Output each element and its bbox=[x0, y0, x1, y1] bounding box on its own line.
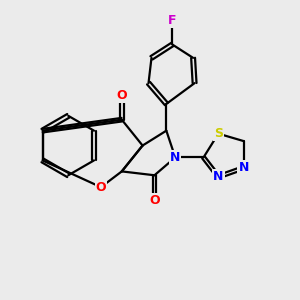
Text: O: O bbox=[149, 194, 160, 207]
Text: O: O bbox=[96, 181, 106, 194]
Text: S: S bbox=[214, 127, 223, 140]
Text: O: O bbox=[116, 88, 127, 101]
Text: N: N bbox=[238, 161, 249, 174]
Text: F: F bbox=[168, 14, 176, 27]
Text: N: N bbox=[213, 170, 224, 183]
Text: N: N bbox=[170, 151, 181, 164]
